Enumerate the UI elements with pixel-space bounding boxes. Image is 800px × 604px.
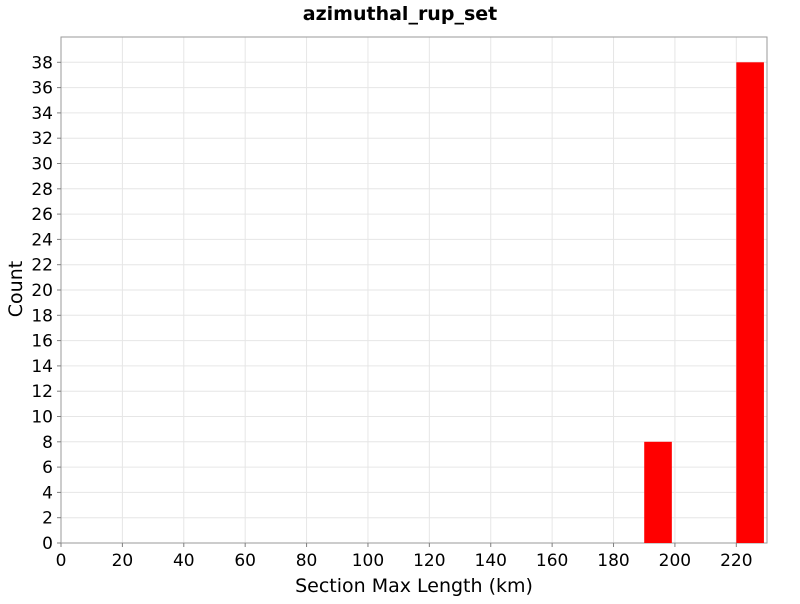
x-tick-label: 80 xyxy=(296,551,318,571)
y-tick-label: 36 xyxy=(31,79,53,99)
y-tick-label: 30 xyxy=(31,155,53,175)
y-tick-label: 14 xyxy=(31,357,53,377)
y-tick-label: 8 xyxy=(42,433,53,453)
y-tick-label: 20 xyxy=(31,281,53,301)
y-tick-label: 6 xyxy=(42,458,53,478)
bars xyxy=(644,62,764,544)
y-tick-label: 2 xyxy=(42,509,53,529)
y-tick-label: 4 xyxy=(42,483,53,503)
x-tick-label: 0 xyxy=(56,551,67,571)
y-tick-label: 16 xyxy=(31,332,53,352)
x-tick-label: 200 xyxy=(659,551,691,571)
x-tick-label: 120 xyxy=(413,551,445,571)
y-tick-label: 22 xyxy=(31,256,53,276)
x-tick-label: 160 xyxy=(536,551,568,571)
y-tick-label: 28 xyxy=(31,180,53,200)
y-tick-label: 26 xyxy=(31,205,53,225)
chart-title: azimuthal_rup_set xyxy=(303,3,497,25)
x-tick-label: 20 xyxy=(112,551,134,571)
histogram-bar xyxy=(644,441,672,543)
y-tick-label: 34 xyxy=(31,104,53,124)
y-tick-label: 12 xyxy=(31,382,53,402)
x-tick-label: 60 xyxy=(234,551,256,571)
x-axis-label: Section Max Length (km) xyxy=(295,575,533,597)
y-tick-label: 18 xyxy=(31,306,53,326)
y-tick-label: 10 xyxy=(31,408,53,428)
x-tick-label: 100 xyxy=(352,551,384,571)
y-tick-label: 24 xyxy=(31,230,53,250)
y-tick-label: 38 xyxy=(31,53,53,73)
x-tick-label: 220 xyxy=(720,551,752,571)
x-tick-label: 140 xyxy=(475,551,507,571)
x-tick-label: 40 xyxy=(173,551,195,571)
x-tick-label: 180 xyxy=(597,551,629,571)
y-tick-label: 0 xyxy=(42,534,53,554)
x-axis: 0 20 40 60 80 100 120 140 160 180 200 220 xyxy=(56,543,753,571)
histogram-bar xyxy=(736,62,764,544)
y-tick-label: 32 xyxy=(31,129,53,149)
y-axis-label: Count xyxy=(5,261,27,317)
